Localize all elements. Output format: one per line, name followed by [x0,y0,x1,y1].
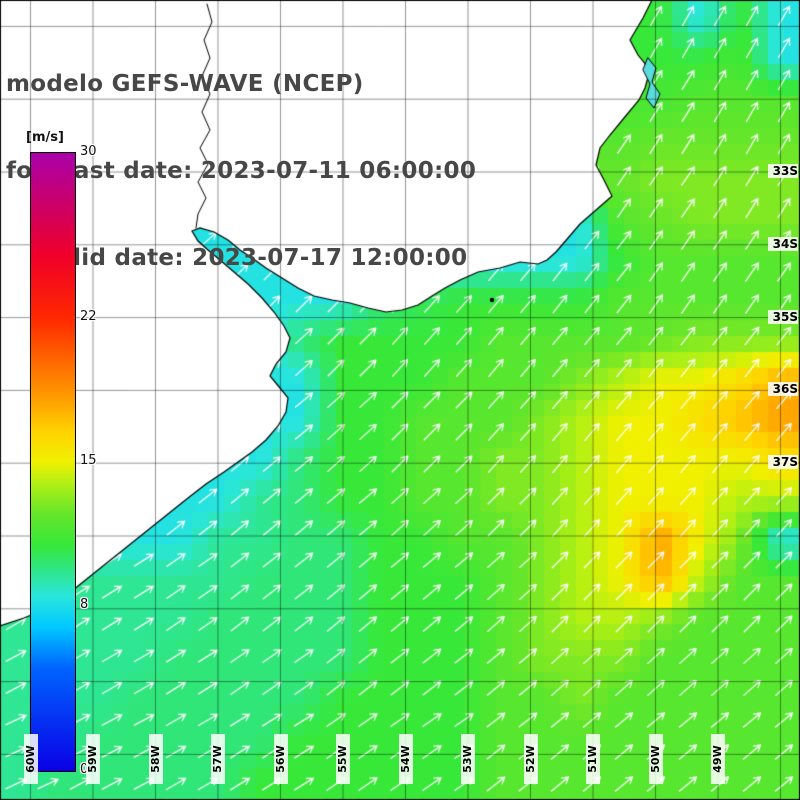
colorbar-tick-label: 8 [80,597,89,613]
lon-label: 51W [586,734,600,784]
lon-label: 59W [86,734,100,784]
lon-label: 60W [23,734,38,784]
lat-label: 33S [768,164,798,178]
lon-label: 54W [398,734,413,784]
lon-label: 55W [336,734,350,784]
lat-label: 35S [768,309,798,324]
lon-label: 52W [523,734,538,784]
model-title: modelo GEFS-WAVE (NCEP) [6,71,364,97]
lon-label: 58W [148,734,163,784]
lat-label: 34S [768,236,798,251]
lon-label: 53W [461,734,475,784]
colorbar-tick-label: 22 [80,308,97,324]
colorbar-tick-label: 0 [80,762,89,777]
colorbar-unit-label: [m/s] [26,130,64,145]
lat-label: 36S [768,382,798,397]
lon-label: 50W [648,734,663,784]
colorbar-gradient [30,152,76,772]
lon-label: 57W [211,734,225,784]
lon-label: 56W [273,734,288,784]
colorbar: [m/s] 30 22 15 8 0 [26,130,120,800]
lat-label: 37S [768,455,798,470]
lon-label: 49W [711,734,725,784]
colorbar-tick-label: 15 [80,453,97,468]
colorbar-tick-label: 30 [80,144,97,159]
